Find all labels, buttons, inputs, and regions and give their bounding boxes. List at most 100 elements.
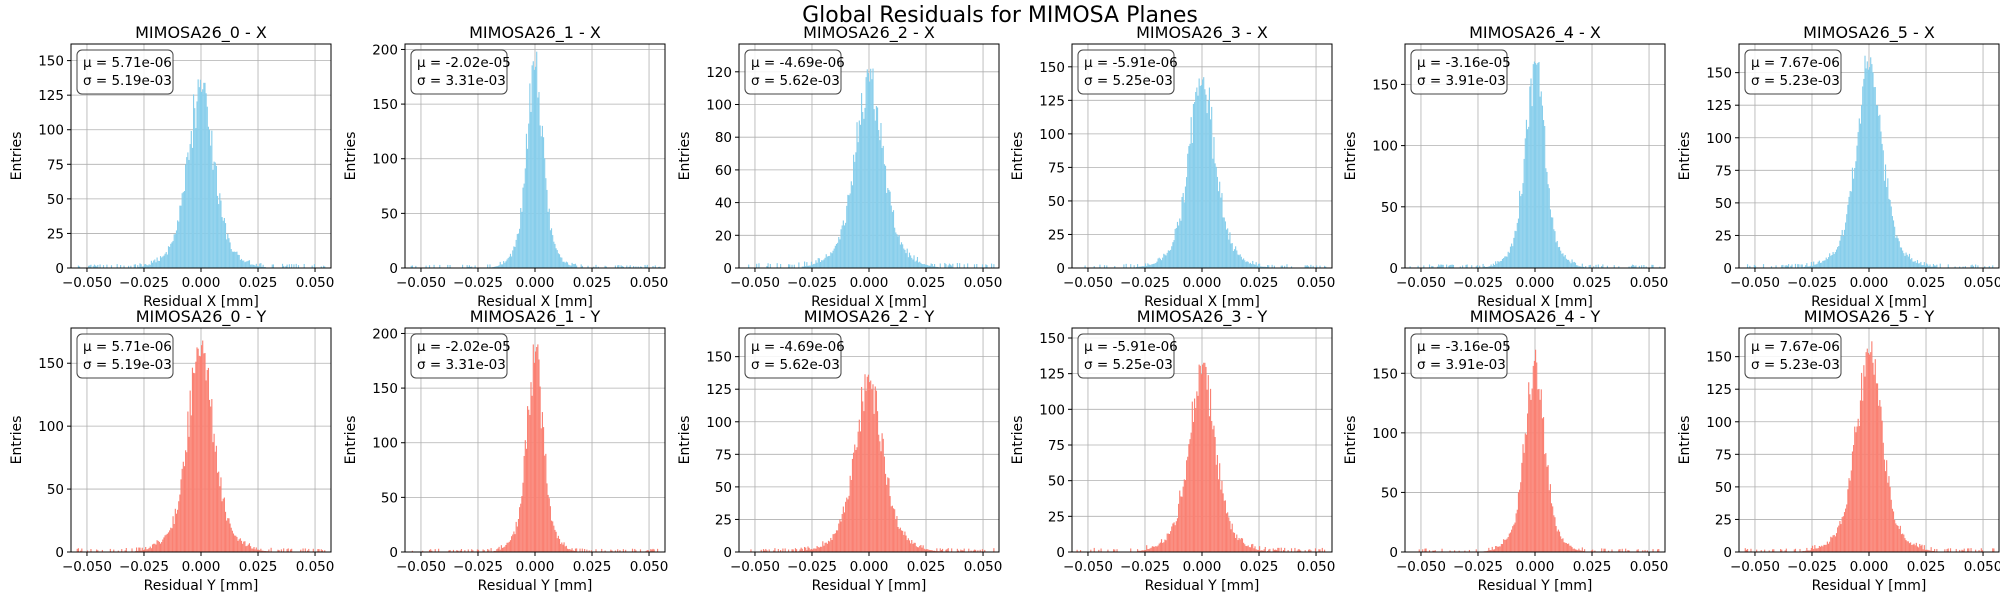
chart-2-bar-126 — [887, 188, 889, 268]
chart-11-ytick-label-4: 100 — [1706, 415, 1732, 431]
chart-7-bar-144 — [573, 550, 575, 552]
chart-8-bar-82 — [837, 530, 839, 552]
chart-8-bar-135 — [897, 526, 899, 552]
chart-9-ytick-label-1: 25 — [1048, 509, 1065, 525]
chart-0-xlabel: Residual X [mm] — [143, 294, 259, 310]
chart-0-bar-121 — [213, 161, 215, 268]
chart-0-bar-151 — [247, 260, 249, 268]
chart-10-bar-94 — [1516, 509, 1518, 552]
chart-3-bar-218 — [1325, 266, 1327, 268]
chart-2-bar-130 — [891, 211, 893, 268]
chart-11-bar-163 — [1929, 550, 1931, 552]
chart-2-stats-sigma: σ = 5.62e-03 — [751, 73, 840, 89]
chart-4-bar-136 — [1564, 254, 1566, 268]
chart-3-bar-65 — [1150, 264, 1152, 268]
chart-7-bar-117 — [542, 427, 545, 552]
chart-2-bar-83 — [838, 237, 840, 268]
chart-8-bar-52 — [802, 550, 804, 552]
chart-4-bar-26 — [1439, 265, 1441, 268]
chart-5-bar-143 — [1906, 254, 1908, 268]
chart-0-bar-152 — [248, 260, 251, 268]
chart-3-bar-141 — [1237, 254, 1239, 268]
chart-6-bar-127 — [220, 477, 222, 552]
chart-4-bar-38 — [1452, 264, 1455, 268]
chart-5-bar-83 — [1838, 246, 1840, 268]
chart-8-bar-6 — [750, 549, 752, 552]
chart-5-bar-160 — [1926, 263, 1928, 268]
chart-1-bar-99 — [522, 187, 524, 268]
chart-0-xtick-label-1: −0.025 — [119, 275, 169, 291]
chart-8-bar-22 — [768, 549, 770, 552]
chart-3-bar-91 — [1180, 220, 1182, 268]
chart-6-bar-178 — [278, 550, 280, 552]
chart-3-xtick-label-3: 0.025 — [1240, 275, 1279, 291]
chart-10-bar-119 — [1545, 453, 1547, 552]
chart-10-bar-95 — [1517, 492, 1520, 552]
chart-5-bar-131 — [1892, 220, 1895, 268]
chart-11-bar-104 — [1862, 400, 1864, 552]
chart-1-bar-140 — [569, 265, 571, 268]
chart-5-bar-153 — [1918, 263, 1920, 268]
chart-1-bar-53 — [470, 266, 472, 268]
chart-5-bar-91 — [1847, 204, 1849, 268]
chart-8-bar-119 — [879, 441, 881, 552]
chart-6-bar-72 — [157, 540, 159, 552]
chart-7-bar-69 — [488, 549, 490, 552]
chart-0-bar-15 — [92, 266, 94, 268]
chart-3-bar-152 — [1249, 262, 1252, 268]
chart-6-bar-44 — [125, 548, 127, 552]
chart-6-bar-130 — [223, 497, 225, 552]
chart-3-bar-101 — [1191, 142, 1193, 268]
chart-3-bar-157 — [1255, 262, 1257, 268]
chart-8-bar-34 — [782, 548, 784, 552]
chart-10-bar-105 — [1529, 394, 1531, 552]
chart-4-bar-132 — [1560, 250, 1562, 268]
chart-8-bar-90 — [846, 497, 848, 552]
chart-10-bar-131 — [1558, 531, 1561, 552]
chart-4-bar-61 — [1479, 265, 1481, 268]
chart-9-bar-58 — [1142, 550, 1144, 552]
chart-4-ytick-label-0: 0 — [1389, 261, 1398, 277]
chart-6-bar-70 — [155, 544, 157, 552]
chart-2-histogram — [748, 68, 995, 269]
chart-6-bar-33 — [113, 549, 115, 552]
chart-11-bar-137 — [1899, 525, 1901, 552]
chart-4-bar-203 — [1641, 265, 1643, 268]
chart-0-bar-93 — [181, 193, 183, 268]
chart-8-bar-139 — [902, 530, 904, 552]
chart-3-bar-120 — [1213, 137, 1215, 268]
chart-2-bar-181 — [949, 264, 952, 268]
chart-2-bar-139 — [902, 244, 904, 268]
chart-3-bar-125 — [1219, 181, 1221, 268]
chart-2-bar-110 — [869, 81, 871, 268]
chart-7-bar-99 — [522, 482, 524, 552]
chart-7-xtick-label-2: 0.000 — [516, 559, 555, 575]
chart-6-bar-121 — [213, 433, 215, 552]
chart-10-bar-159 — [1590, 550, 1593, 552]
chart-1-bar-131 — [558, 254, 561, 268]
chart-1-bar-2 — [411, 265, 413, 268]
chart-9-bar-142 — [1238, 537, 1240, 552]
chart-7-bar-51 — [467, 549, 469, 552]
chart-2-bar-77 — [831, 253, 833, 268]
chart-2-bar-32 — [780, 263, 782, 268]
chart-7-bar-103 — [527, 406, 529, 552]
chart-5-bar-70 — [1823, 260, 1825, 268]
chart-8-bar-207 — [979, 549, 981, 552]
chart-2-bar-144 — [907, 257, 909, 268]
chart-4-bar-133 — [1561, 253, 1563, 268]
chart-0-bar-191 — [293, 264, 295, 268]
chart-1-bar-172 — [605, 266, 607, 268]
chart-5-bar-84 — [1839, 240, 1841, 268]
chart-9-bar-104 — [1195, 408, 1197, 552]
chart-4-bar-151 — [1581, 263, 1583, 268]
chart-7-bar-86 — [507, 542, 509, 552]
chart-0-bar-164 — [262, 264, 264, 268]
chart-3-bar-137 — [1232, 250, 1234, 268]
chart-5-bar-124 — [1884, 164, 1887, 268]
chart-3-bar-164 — [1263, 266, 1265, 268]
chart-1-bar-92 — [514, 246, 516, 268]
chart-7-bar-82 — [503, 547, 505, 552]
chart-0-ytick-label-4: 100 — [38, 123, 64, 139]
